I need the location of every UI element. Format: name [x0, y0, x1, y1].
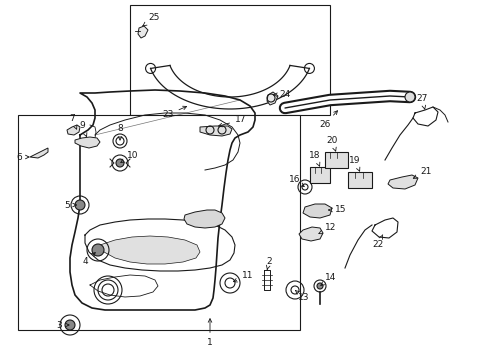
Bar	[325, 152, 347, 168]
Text: 3: 3	[56, 320, 69, 329]
Text: 21: 21	[412, 167, 430, 178]
Circle shape	[92, 244, 104, 256]
Text: 4: 4	[82, 252, 95, 266]
Circle shape	[404, 92, 414, 102]
Text: 19: 19	[348, 156, 360, 171]
Polygon shape	[387, 175, 417, 189]
Polygon shape	[303, 204, 331, 218]
Polygon shape	[266, 92, 278, 105]
Circle shape	[116, 159, 124, 167]
Text: 14: 14	[320, 274, 336, 285]
Text: 18: 18	[308, 151, 320, 166]
Text: 11: 11	[233, 271, 253, 282]
Text: 1: 1	[207, 319, 212, 347]
Polygon shape	[75, 137, 100, 148]
Text: 9: 9	[79, 121, 87, 136]
Polygon shape	[298, 227, 323, 241]
Text: 12: 12	[318, 224, 336, 234]
Text: 23: 23	[162, 106, 186, 119]
Text: 27: 27	[415, 94, 427, 109]
Text: 13: 13	[295, 291, 309, 302]
Bar	[18, 115, 299, 330]
Text: 15: 15	[328, 206, 346, 215]
Text: 25: 25	[142, 13, 159, 26]
Text: 10: 10	[121, 150, 138, 162]
Text: 6: 6	[16, 153, 29, 162]
Text: 20: 20	[325, 136, 337, 151]
Text: 2: 2	[266, 257, 271, 269]
Text: 7: 7	[69, 114, 77, 129]
Polygon shape	[200, 126, 231, 136]
Bar	[347, 172, 371, 188]
Polygon shape	[138, 26, 148, 38]
Text: 8: 8	[117, 124, 122, 140]
Bar	[309, 167, 329, 183]
Text: 24: 24	[273, 90, 290, 99]
Polygon shape	[67, 125, 80, 135]
Text: 5: 5	[64, 201, 76, 210]
Circle shape	[316, 283, 323, 289]
Text: 17: 17	[218, 116, 246, 127]
Circle shape	[75, 200, 85, 210]
Text: 22: 22	[372, 235, 383, 249]
Circle shape	[65, 320, 75, 330]
Text: 16: 16	[288, 175, 304, 186]
Bar	[130, 5, 329, 115]
Polygon shape	[100, 236, 200, 264]
Text: 26: 26	[319, 111, 337, 129]
Polygon shape	[30, 148, 48, 158]
Polygon shape	[183, 210, 224, 228]
